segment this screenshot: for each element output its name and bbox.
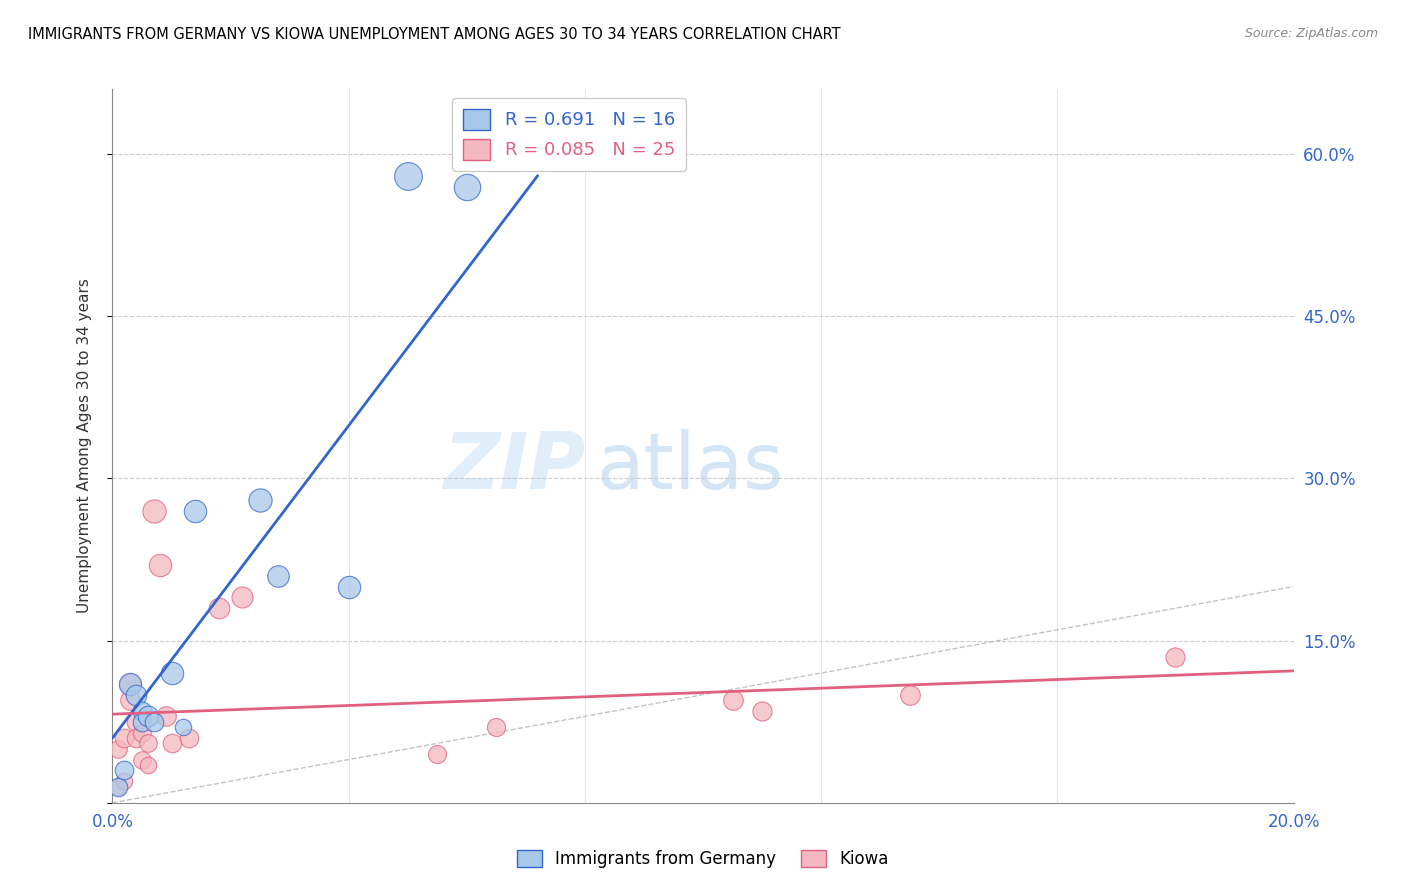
Text: atlas: atlas <box>596 429 785 506</box>
Point <box>107 780 129 794</box>
Legend: R = 0.691   N = 16, R = 0.085   N = 25: R = 0.691 N = 16, R = 0.085 N = 25 <box>453 98 686 170</box>
Point <box>120 693 142 707</box>
Point <box>160 666 183 681</box>
Point <box>898 688 921 702</box>
Point <box>396 169 419 183</box>
Legend: Immigrants from Germany, Kiowa: Immigrants from Germany, Kiowa <box>510 843 896 875</box>
Point <box>120 677 142 691</box>
Point <box>136 709 159 723</box>
Text: Source: ZipAtlas.com: Source: ZipAtlas.com <box>1244 27 1378 40</box>
Point <box>208 601 231 615</box>
Point <box>184 504 207 518</box>
Point <box>1164 649 1187 664</box>
Point <box>426 747 449 761</box>
Point <box>160 736 183 750</box>
Point <box>751 704 773 718</box>
Text: ZIP: ZIP <box>443 429 585 506</box>
Point <box>155 709 177 723</box>
Point <box>107 780 129 794</box>
Point <box>267 568 290 582</box>
Point <box>125 714 148 729</box>
Point <box>231 591 253 605</box>
Point <box>172 720 194 734</box>
Point <box>136 758 159 772</box>
Point <box>142 504 165 518</box>
Point <box>131 753 153 767</box>
Y-axis label: Unemployment Among Ages 30 to 34 years: Unemployment Among Ages 30 to 34 years <box>77 278 91 614</box>
Point <box>249 493 271 508</box>
Point <box>131 725 153 739</box>
Point <box>136 736 159 750</box>
Point <box>337 580 360 594</box>
Point <box>125 688 148 702</box>
Point <box>125 731 148 745</box>
Point <box>112 774 135 789</box>
Point <box>721 693 744 707</box>
Point <box>112 731 135 745</box>
Point <box>149 558 172 572</box>
Point <box>485 720 508 734</box>
Point <box>107 741 129 756</box>
Point <box>112 764 135 778</box>
Point <box>120 677 142 691</box>
Point <box>131 714 153 729</box>
Point <box>131 704 153 718</box>
Text: IMMIGRANTS FROM GERMANY VS KIOWA UNEMPLOYMENT AMONG AGES 30 TO 34 YEARS CORRELAT: IMMIGRANTS FROM GERMANY VS KIOWA UNEMPLO… <box>28 27 841 42</box>
Point <box>456 179 478 194</box>
Point <box>142 714 165 729</box>
Point <box>179 731 201 745</box>
